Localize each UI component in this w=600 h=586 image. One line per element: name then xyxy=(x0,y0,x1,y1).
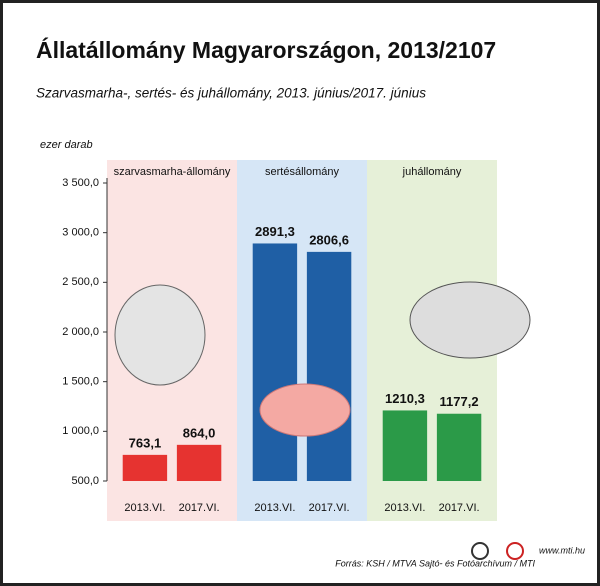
x-tick-label: 2017.VI. xyxy=(179,502,220,514)
y-axis-label: ezer darab xyxy=(40,139,93,151)
chart-subtitle: Szarvasmarha-, sertés- és juhállomány, 2… xyxy=(36,86,426,101)
value-label: 1210,3 xyxy=(385,391,425,406)
bar xyxy=(252,243,298,481)
footer-source: Forrás: KSH / MTVA Sajtó- és Fotóarchívu… xyxy=(335,558,535,568)
value-label: 864,0 xyxy=(183,425,216,440)
x-tick-label: 2017.VI. xyxy=(309,502,350,514)
footer-website: www.mti.hu xyxy=(539,545,585,555)
bar xyxy=(436,413,482,481)
y-tick-label: 1 000,0 xyxy=(62,425,99,437)
y-tick-label: 1 500,0 xyxy=(62,376,99,388)
value-label: 2806,6 xyxy=(309,232,349,247)
bar xyxy=(176,444,222,481)
group-label: szarvasmarha-állomány xyxy=(114,166,231,178)
value-label: 2891,3 xyxy=(255,224,295,239)
logo xyxy=(471,542,489,560)
value-label: 763,1 xyxy=(129,435,162,450)
y-tick-label: 3 500,0 xyxy=(62,177,99,189)
x-tick-label: 2013.VI. xyxy=(384,502,425,514)
y-tick-label: 2 000,0 xyxy=(62,326,99,338)
bar xyxy=(122,454,168,481)
bar xyxy=(306,251,352,481)
y-tick-label: 2 500,0 xyxy=(62,276,99,288)
x-tick-label: 2013.VI. xyxy=(124,502,165,514)
pig-illustration xyxy=(259,383,351,437)
sheep-illustration xyxy=(409,281,531,359)
x-tick-label: 2013.VI. xyxy=(254,502,295,514)
y-tick-label: 3 000,0 xyxy=(62,227,99,239)
y-tick-label: 500,0 xyxy=(71,475,99,487)
logo xyxy=(506,542,524,560)
group-label: juhállomány xyxy=(402,166,462,178)
group-label: sertésállomány xyxy=(265,166,339,178)
value-label: 1177,2 xyxy=(440,394,479,409)
cow-illustration xyxy=(114,284,206,386)
x-tick-label: 2017.VI. xyxy=(439,502,480,514)
bar xyxy=(382,410,428,481)
chart-title: Állatállomány Magyarországon, 2013/2107 xyxy=(36,36,496,63)
